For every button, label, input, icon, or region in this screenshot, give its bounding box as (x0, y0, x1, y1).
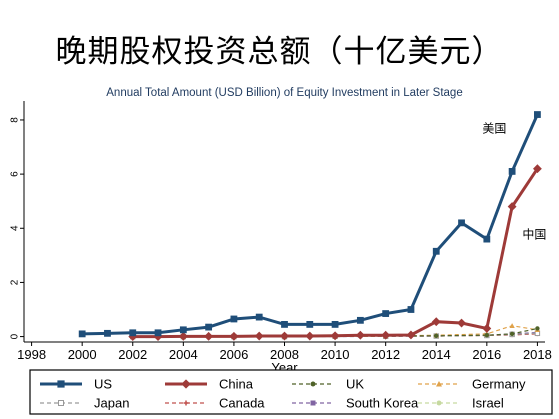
data-point-china (406, 330, 416, 340)
data-point-uk (484, 333, 490, 338)
data-point-china (204, 331, 214, 341)
data-point-china (381, 330, 391, 340)
legend-swatch-marker-israel (436, 400, 442, 406)
data-point-us (154, 329, 162, 337)
data-point-us (104, 329, 111, 337)
legend-swatch-marker-germany (436, 381, 442, 387)
data-point-us (306, 320, 314, 328)
y-tick-label: 4 (10, 225, 21, 231)
data-point-germany (509, 323, 515, 328)
data-point-us (281, 320, 288, 328)
annotation-label: 美国 (482, 122, 506, 136)
data-point-china (153, 332, 163, 342)
legend-label-us: US (94, 377, 112, 392)
data-point-uk (509, 331, 515, 337)
y-tick-label: 0 (10, 333, 21, 339)
data-point-us (230, 315, 238, 323)
data-point-us (129, 329, 137, 337)
data-point-us (255, 313, 263, 321)
data-point-china (355, 330, 365, 340)
data-point-us (458, 219, 465, 227)
series-line-us (82, 113, 539, 336)
legend-label-south-korea: South Korea (346, 396, 419, 411)
data-point-uk (535, 326, 540, 331)
data-point-us (407, 306, 415, 313)
x-tick-label: 2018 (523, 347, 552, 362)
page-title: 晚期股权投资总额（十亿美元） (55, 34, 504, 70)
data-point-china (431, 317, 441, 327)
data-point-china (532, 164, 542, 174)
data-point-china (254, 331, 264, 341)
x-tick-label: 2012 (371, 347, 400, 362)
data-point-us (179, 326, 187, 334)
data-point-us (508, 168, 516, 175)
legend-label-germany: Germany (472, 377, 526, 392)
legend-label-israel: Israel (472, 396, 504, 411)
chart-title: Annual Total Amount (USD Billion) of Equ… (106, 87, 462, 99)
x-tick-label: 2008 (270, 347, 299, 362)
x-tick-label: 1998 (17, 347, 46, 362)
data-point-china (482, 324, 492, 333)
legend-swatch-marker-canada (183, 400, 189, 406)
data-point-china (178, 331, 188, 341)
legend-label-japan: Japan (94, 396, 129, 411)
data-point-china (330, 331, 340, 341)
legend-swatch-marker-us (57, 380, 65, 388)
data-point-us (534, 111, 541, 118)
data-point-us (331, 320, 339, 328)
y-tick-label: 2 (10, 279, 21, 285)
data-point-us (356, 316, 364, 324)
y-tick-label: 8 (10, 117, 21, 123)
data-point-china (507, 202, 517, 212)
data-point-china (229, 331, 239, 341)
x-tick-label: 2006 (219, 347, 248, 362)
data-point-china (280, 331, 289, 341)
x-tick-label: 2002 (118, 347, 147, 362)
x-tick-label: 2000 (68, 347, 97, 362)
data-point-us (78, 330, 86, 338)
x-tick-label: 2004 (169, 347, 198, 362)
legend-swatch-marker-china (181, 379, 191, 389)
legend-swatch-marker-japan (58, 400, 64, 406)
legend-swatch-marker-uk (310, 381, 316, 387)
data-point-us (483, 235, 491, 243)
x-tick-label: 2016 (472, 347, 501, 362)
x-tick-label: 2010 (321, 347, 350, 362)
data-point-us (432, 247, 440, 255)
legend-box (29, 369, 553, 415)
data-point-us (205, 323, 213, 331)
legend-label-china: China (219, 377, 254, 392)
legend-label-uk: UK (346, 377, 364, 392)
series-line-china (132, 167, 539, 339)
data-point-us (382, 310, 390, 317)
data-point-china (457, 318, 466, 328)
line-chart: Annual Total Amount (USD Billion) of Equ… (10, 87, 553, 415)
y-tick-label: 6 (10, 171, 21, 177)
data-point-china (128, 332, 138, 342)
legend-label-canada: Canada (219, 396, 265, 411)
annotation-label: 中国 (522, 227, 546, 242)
data-point-uk (434, 333, 439, 338)
data-point-china (305, 331, 315, 341)
x-tick-label: 2014 (422, 347, 451, 362)
legend-swatch-marker-south-korea (310, 400, 316, 406)
